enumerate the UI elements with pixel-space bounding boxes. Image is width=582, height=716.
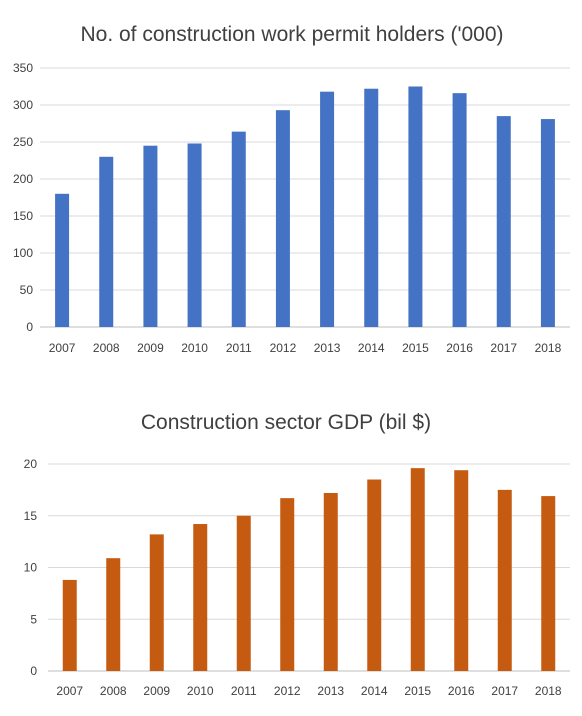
chart-title: No. of construction work permit holders … xyxy=(80,23,503,46)
y-tick-label: 150 xyxy=(13,209,33,223)
y-tick-label: 0 xyxy=(26,320,33,334)
x-tick-label: 2014 xyxy=(361,684,388,698)
y-tick-label: 250 xyxy=(13,135,33,149)
permit-holders-chart: No. of construction work permit holders … xyxy=(13,23,570,355)
bar-2010 xyxy=(193,524,208,671)
bar-2014 xyxy=(367,479,382,671)
y-tick-label: 50 xyxy=(20,283,34,297)
bar-2017 xyxy=(497,489,512,671)
x-tick-label: 2018 xyxy=(535,684,562,698)
x-tick-label: 2013 xyxy=(314,341,341,355)
bar-2016 xyxy=(454,470,469,671)
x-tick-label: 2018 xyxy=(535,341,562,355)
construction-gdp-chart: Construction sector GDP (bil $) 0 5 10 15 20… xyxy=(24,411,570,698)
bar-2007 xyxy=(55,193,70,327)
bar-2011 xyxy=(231,131,246,327)
x-tick-label: 2011 xyxy=(231,684,257,698)
x-tick-label: 2015 xyxy=(402,341,429,355)
y-tick-label: 0 xyxy=(30,664,37,678)
bar-2013 xyxy=(323,492,338,671)
y-tick-label: 200 xyxy=(13,172,33,186)
x-tick-label: 2016 xyxy=(446,341,473,355)
y-tick-label: 15 xyxy=(24,509,38,523)
y-tick-label: 10 xyxy=(24,561,38,575)
y-tick-label: 20 xyxy=(24,457,38,471)
x-tick-label: 2017 xyxy=(490,341,517,355)
x-tick-label: 2017 xyxy=(491,684,518,698)
y-tick-label: 5 xyxy=(30,612,37,626)
bar-2010 xyxy=(187,143,202,327)
x-tick-label: 2013 xyxy=(317,684,344,698)
x-tick-label: 2016 xyxy=(448,684,475,698)
chart-title: Construction sector GDP (bil $) xyxy=(141,411,431,434)
bar-2018 xyxy=(541,496,556,671)
bar-2012 xyxy=(280,498,295,671)
bar-2014 xyxy=(364,88,379,327)
x-tick-label: 2011 xyxy=(226,341,252,355)
x-tick-label: 2007 xyxy=(56,684,83,698)
x-tick-label: 2010 xyxy=(181,341,208,355)
bar-2007 xyxy=(62,579,77,671)
bar-2018 xyxy=(540,119,555,327)
bar-2013 xyxy=(320,91,335,328)
x-tick-label: 2009 xyxy=(137,341,164,355)
x-tick-label: 2014 xyxy=(358,341,385,355)
bar-2009 xyxy=(149,534,164,671)
x-tick-label: 2015 xyxy=(404,684,431,698)
bar-2009 xyxy=(143,145,158,327)
bar-2017 xyxy=(496,116,511,327)
y-tick-label: 300 xyxy=(13,98,33,112)
bar-2008 xyxy=(106,558,121,671)
bar-2008 xyxy=(99,156,114,327)
bar-2015 xyxy=(408,86,423,327)
bar-2011 xyxy=(236,515,251,671)
bar-2016 xyxy=(452,93,467,327)
x-tick-label: 2008 xyxy=(93,341,120,355)
x-tick-label: 2010 xyxy=(187,684,214,698)
y-tick-label: 350 xyxy=(13,61,33,75)
bar-2015 xyxy=(410,468,425,671)
x-tick-label: 2012 xyxy=(274,684,301,698)
x-tick-label: 2012 xyxy=(270,341,297,355)
y-tick-label: 100 xyxy=(13,246,33,260)
x-tick-label: 2008 xyxy=(100,684,127,698)
x-tick-label: 2007 xyxy=(49,341,76,355)
bar-2012 xyxy=(275,110,290,328)
x-tick-label: 2009 xyxy=(143,684,170,698)
